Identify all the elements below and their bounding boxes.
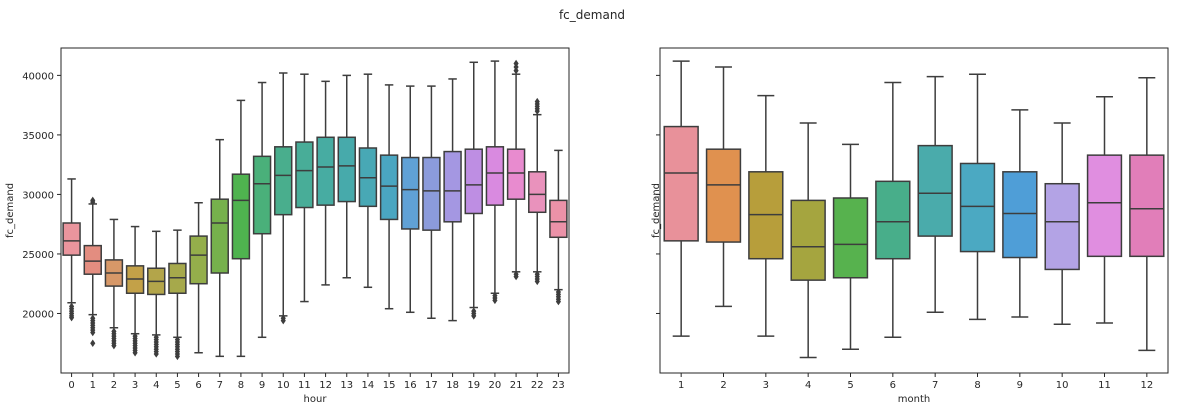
box xyxy=(705,148,742,243)
outlier-point xyxy=(555,297,561,306)
x-tick-label: 9 xyxy=(1017,380,1023,391)
y-tick-label: 25000 xyxy=(22,250,54,261)
outlier-point xyxy=(90,198,96,206)
figure-suptitle: fc_demand xyxy=(559,8,625,22)
x-tick-label: 3 xyxy=(763,380,769,391)
x-tick-label: 1 xyxy=(90,380,96,391)
outlier-point xyxy=(513,59,519,68)
x-tick-label: 11 xyxy=(298,380,311,391)
axes-frame xyxy=(659,47,1169,374)
x-tick-label: 4 xyxy=(153,380,159,391)
x-tick-label: 2 xyxy=(111,380,117,391)
box xyxy=(528,171,547,214)
box xyxy=(231,173,251,260)
outlier-point xyxy=(492,296,498,305)
box xyxy=(917,144,953,237)
x-tick-label: 7 xyxy=(932,380,938,391)
box xyxy=(295,141,314,209)
box xyxy=(506,148,526,200)
outlier-point xyxy=(111,341,117,350)
box xyxy=(1044,182,1080,271)
box xyxy=(316,136,335,206)
x-tick-label: 11 xyxy=(1098,380,1111,391)
box xyxy=(62,222,81,256)
box xyxy=(790,199,826,281)
x-tick-label: 22 xyxy=(531,380,544,391)
x-tick-label: 16 xyxy=(404,380,417,391)
x-tick-label: 18 xyxy=(446,380,459,391)
box xyxy=(422,156,441,231)
box xyxy=(210,198,229,274)
box xyxy=(337,136,356,203)
x-tick-label: 10 xyxy=(1056,380,1069,391)
outlier-point xyxy=(90,339,96,347)
x-tick-label: 20 xyxy=(489,380,502,391)
box xyxy=(1086,154,1123,258)
x-tick-label: 17 xyxy=(425,380,438,391)
x-tick-label: 7 xyxy=(217,380,223,391)
y-axis-label: fc_demand xyxy=(651,183,662,238)
x-tick-label: 12 xyxy=(319,380,332,391)
x-tick-label: 1 xyxy=(678,380,684,391)
x-tick-label: 10 xyxy=(277,380,290,391)
x-tick-label: 9 xyxy=(259,380,265,391)
x-tick-label: 4 xyxy=(805,380,811,391)
x-tick-label: 19 xyxy=(467,380,480,391)
outlier-point xyxy=(280,316,286,325)
outlier-point xyxy=(534,97,540,106)
x-tick-label: 15 xyxy=(383,380,396,391)
y-tick-label: 40000 xyxy=(22,71,54,82)
outlier-point xyxy=(513,272,519,281)
x-tick-label: 6 xyxy=(890,380,896,391)
box xyxy=(549,199,568,239)
x-tick-label: 5 xyxy=(174,380,180,391)
outlier-point xyxy=(69,313,75,322)
outlier-point xyxy=(153,350,159,358)
x-axis-label: hour xyxy=(304,394,328,405)
x-tick-label: 3 xyxy=(132,380,138,391)
x-tick-label: 6 xyxy=(195,380,201,391)
x-tick-label: 13 xyxy=(340,380,353,391)
box xyxy=(1002,171,1038,259)
box xyxy=(252,155,272,235)
x-tick-label: 12 xyxy=(1140,380,1153,391)
box xyxy=(379,154,399,221)
box xyxy=(189,235,208,285)
x-tick-label: 23 xyxy=(552,380,565,391)
x-tick-label: 5 xyxy=(847,380,853,391)
x-tick-label: 21 xyxy=(510,380,523,391)
x-tick-label: 8 xyxy=(974,380,980,391)
y-axis-label: fc_demand xyxy=(5,183,16,238)
x-tick-label: 14 xyxy=(362,380,375,391)
box xyxy=(832,197,869,279)
outlier-point xyxy=(90,328,96,337)
y-tick-label: 30000 xyxy=(22,190,54,201)
x-tick-label: 0 xyxy=(68,380,74,391)
box xyxy=(959,162,996,253)
box xyxy=(1129,154,1165,258)
outlier-point xyxy=(132,349,138,357)
axes-frame xyxy=(60,47,570,374)
y-tick-label: 35000 xyxy=(22,131,54,142)
box xyxy=(663,125,699,242)
box xyxy=(485,146,505,206)
x-tick-label: 8 xyxy=(238,380,244,391)
box xyxy=(443,150,462,223)
box xyxy=(401,156,420,230)
box xyxy=(875,180,911,260)
outlier-point xyxy=(174,352,180,361)
box xyxy=(274,146,293,216)
box xyxy=(83,244,102,275)
x-tick-label: 2 xyxy=(720,380,726,391)
y-tick-label: 20000 xyxy=(22,309,54,320)
outlier-point xyxy=(471,312,477,320)
x-axis-label: month xyxy=(898,394,930,405)
box xyxy=(464,148,483,215)
outlier-point xyxy=(534,277,540,286)
